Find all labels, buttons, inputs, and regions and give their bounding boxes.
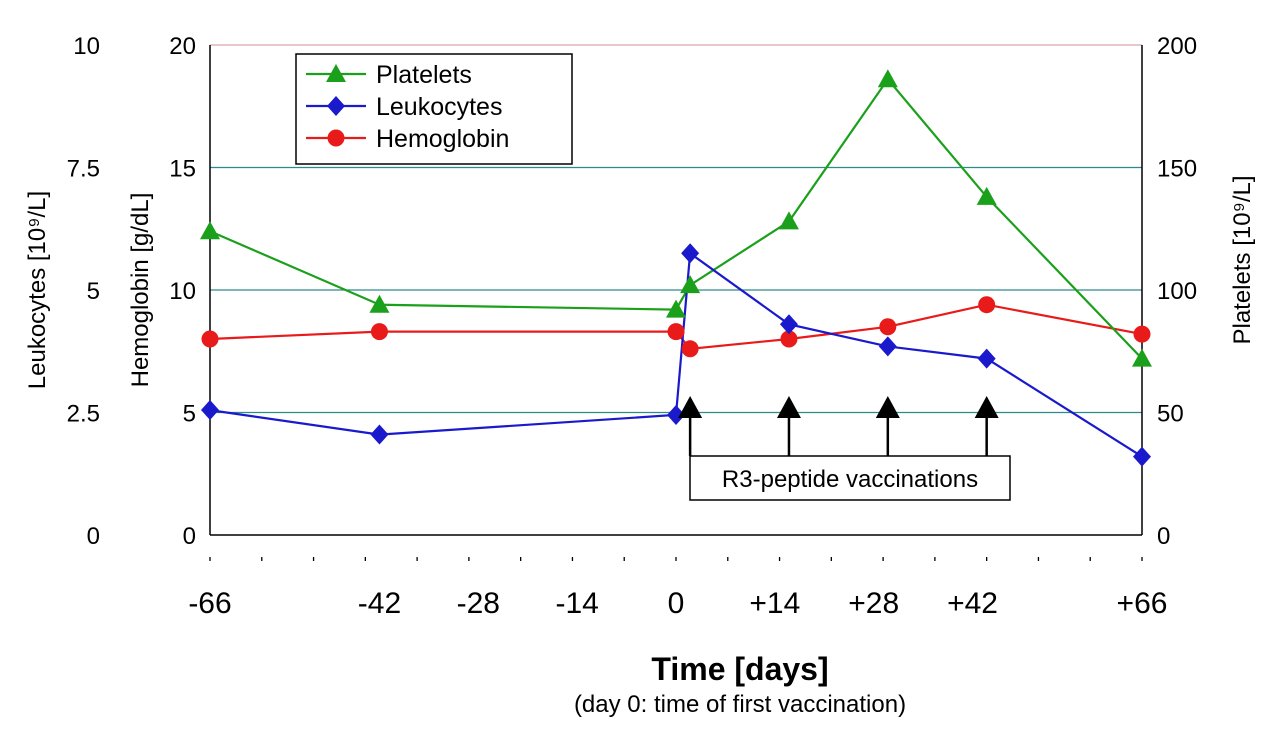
platelets-marker <box>666 299 686 318</box>
platelets-marker <box>778 211 799 230</box>
vaccination-arrow-head <box>974 396 999 418</box>
hemoglobin-marker <box>879 318 897 336</box>
leukocytes-tick-label: 2.5 <box>67 401 100 428</box>
legend: Platelets Leukocytes Hemoglobin <box>295 53 573 165</box>
platelets-tick-label: 50 <box>1157 401 1184 428</box>
x-tick-label: -42 <box>358 587 401 620</box>
annotation-box <box>689 455 1011 501</box>
leukocytes-marker <box>667 404 685 425</box>
legend-marker-hemoglobin <box>327 129 345 147</box>
leukocytes-marker <box>1133 446 1151 467</box>
leukocytes-marker <box>977 348 996 369</box>
platelets-marker <box>1132 348 1152 367</box>
legend-marker-leukocytes <box>327 96 345 116</box>
hemoglobin-marker <box>201 330 219 348</box>
leukocytes-marker <box>779 314 798 335</box>
x-tick-label: +14 <box>749 587 800 620</box>
platelets-tick-label: 0 <box>1157 523 1170 550</box>
hemoglobin-tick-label: 20 <box>169 33 196 60</box>
platelets-marker <box>680 275 701 294</box>
hemoglobin-marker <box>667 323 685 341</box>
hemoglobin-marker <box>1133 325 1151 343</box>
leukocytes-axis-label: Leukocytes [10⁹/L] <box>24 191 51 389</box>
hemoglobin-marker <box>780 330 798 348</box>
hemoglobin-marker <box>681 340 699 358</box>
vaccination-annotation: R3-peptide vaccinations <box>678 396 1011 501</box>
series-markers <box>200 69 1152 467</box>
hemoglobin-marker <box>978 296 996 314</box>
x-tick-label: -28 <box>457 587 500 620</box>
x-tick-label: +66 <box>1117 587 1168 620</box>
x-tick-label: 0 <box>668 587 685 620</box>
platelets-tick-label: 200 <box>1157 33 1197 60</box>
platelets-tick-label: 100 <box>1157 278 1197 305</box>
platelets-tick-label: 150 <box>1157 156 1197 183</box>
vaccination-arrow-head <box>776 396 801 418</box>
legend-label-hemoglobin: Hemoglobin <box>376 125 509 153</box>
hemoglobin-marker <box>370 323 388 341</box>
hemoglobin-tick-label: 0 <box>183 523 196 550</box>
leukocytes-tick-label: 5 <box>87 278 100 305</box>
x-axis-label: Time [days] <box>651 651 828 687</box>
hemoglobin-tick-label: 5 <box>183 401 196 428</box>
series-lines <box>209 77 1143 458</box>
hemoglobin-tick-label: 15 <box>169 156 196 183</box>
leukocytes-marker <box>370 424 389 445</box>
vaccination-arrow-head <box>875 396 900 418</box>
platelets-marker <box>369 294 390 313</box>
leukocytes-marker <box>201 400 219 421</box>
x-tick-label: -66 <box>188 587 231 620</box>
platelets-marker <box>976 186 997 205</box>
leukocytes-tick-label: 10 <box>73 33 100 60</box>
legend-label-platelets: Platelets <box>376 61 472 89</box>
x-axis-sublabel: (day 0: time of first vaccination) <box>574 691 906 718</box>
platelets-marker <box>200 221 220 240</box>
leukocytes-tick-label: 0 <box>87 523 100 550</box>
annotation-label: R3-peptide vaccinations <box>722 466 978 493</box>
hemoglobin-axis-label: Hemoglobin [g/dL] <box>127 193 154 388</box>
leukocytes-tick-label: 7.5 <box>67 156 100 183</box>
platelets-marker <box>877 69 898 88</box>
legend-marker-platelets <box>326 64 346 82</box>
x-tick-label: +28 <box>848 587 899 620</box>
hemoglobin-tick-label: 10 <box>169 278 196 305</box>
x-tick-label: +42 <box>947 587 998 620</box>
x-tick-label: -14 <box>555 587 598 620</box>
vaccination-arrow-head <box>678 396 703 418</box>
legend-label-leukocytes: Leukocytes <box>376 93 502 121</box>
hemoglobin-line <box>209 303 1143 350</box>
leukocytes-marker <box>878 336 897 357</box>
leukocytes-marker <box>681 243 700 264</box>
leukocytes-line <box>209 251 1143 458</box>
platelets-axis-label: Platelets [10⁹/L] <box>1229 175 1256 344</box>
platelets-line <box>209 77 1143 360</box>
